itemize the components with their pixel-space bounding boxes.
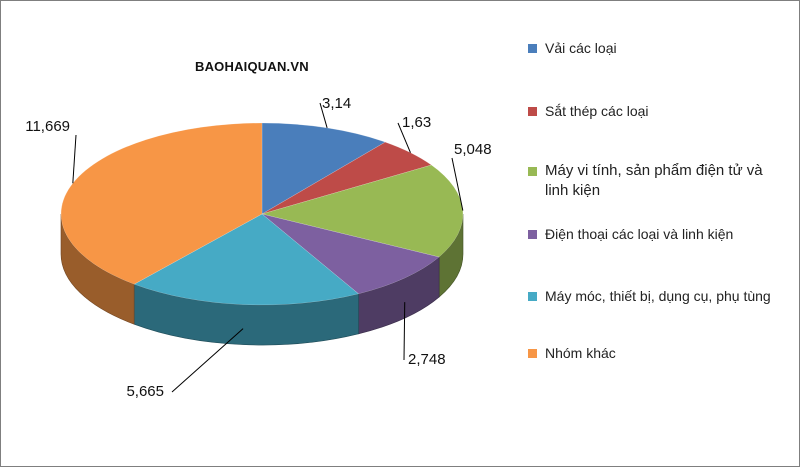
legend-swatch: [528, 44, 537, 53]
leader-line-dien-thoai: [403, 302, 406, 361]
legend-label: Sắt thép các loại: [545, 103, 649, 119]
legend-item-may-vi-tinh: Máy vi tính, sản phẩm điện tử và linh ki…: [528, 161, 775, 201]
legend-item-may-moc: Máy móc, thiết bị, dụng cụ, phụ tùng: [528, 286, 775, 306]
legend-label: Nhóm khác: [545, 345, 616, 361]
pie-slice-may-moc: [133, 213, 360, 306]
data-label-may-vi-tinh: 5,048: [454, 141, 492, 158]
legend-item-dien-thoai: Điện thoại các loại và linh kiện: [528, 224, 775, 244]
legend-label: Máy vi tính, sản phẩm điện tử và linh ki…: [545, 162, 763, 199]
legend-item-nhom-khac: Nhóm khác: [528, 343, 775, 363]
legend-swatch: [528, 349, 537, 358]
legend-item-sat-thep: Sắt thép các loại: [528, 101, 775, 121]
legend-swatch: [528, 230, 537, 239]
legend-label: Máy móc, thiết bị, dụng cụ, phụ tùng: [545, 288, 771, 304]
legend-swatch: [528, 292, 537, 301]
data-label-nhom-khac: 11,669: [25, 118, 70, 135]
leader-line-nhom-khac: [72, 134, 77, 184]
leader-line-may-vi-tinh: [451, 157, 464, 211]
data-label-may-moc: 5,665: [126, 383, 164, 400]
legend-label: Điện thoại các loại và linh kiện: [545, 226, 734, 242]
leader-line-vai: [319, 102, 328, 129]
data-label-sat-thep: 1,63: [402, 114, 431, 131]
legend-swatch: [528, 167, 537, 176]
legend-label: Vải các loại: [545, 40, 617, 56]
pie-slice-vai: [261, 122, 386, 215]
data-label-dien-thoai: 2,748: [408, 351, 446, 368]
leader-line-may-moc: [171, 328, 244, 393]
legend-item-vai: Vải các loại: [528, 38, 775, 58]
pie-slice-dien-thoai: [261, 213, 440, 295]
source-watermark: BAOHAIQUAN.VN: [195, 59, 309, 74]
data-label-vai: 3,14: [322, 95, 351, 112]
leader-line-sat-thep: [397, 122, 411, 153]
legend-swatch: [528, 107, 537, 116]
pie-slice-sat-thep: [261, 141, 432, 215]
